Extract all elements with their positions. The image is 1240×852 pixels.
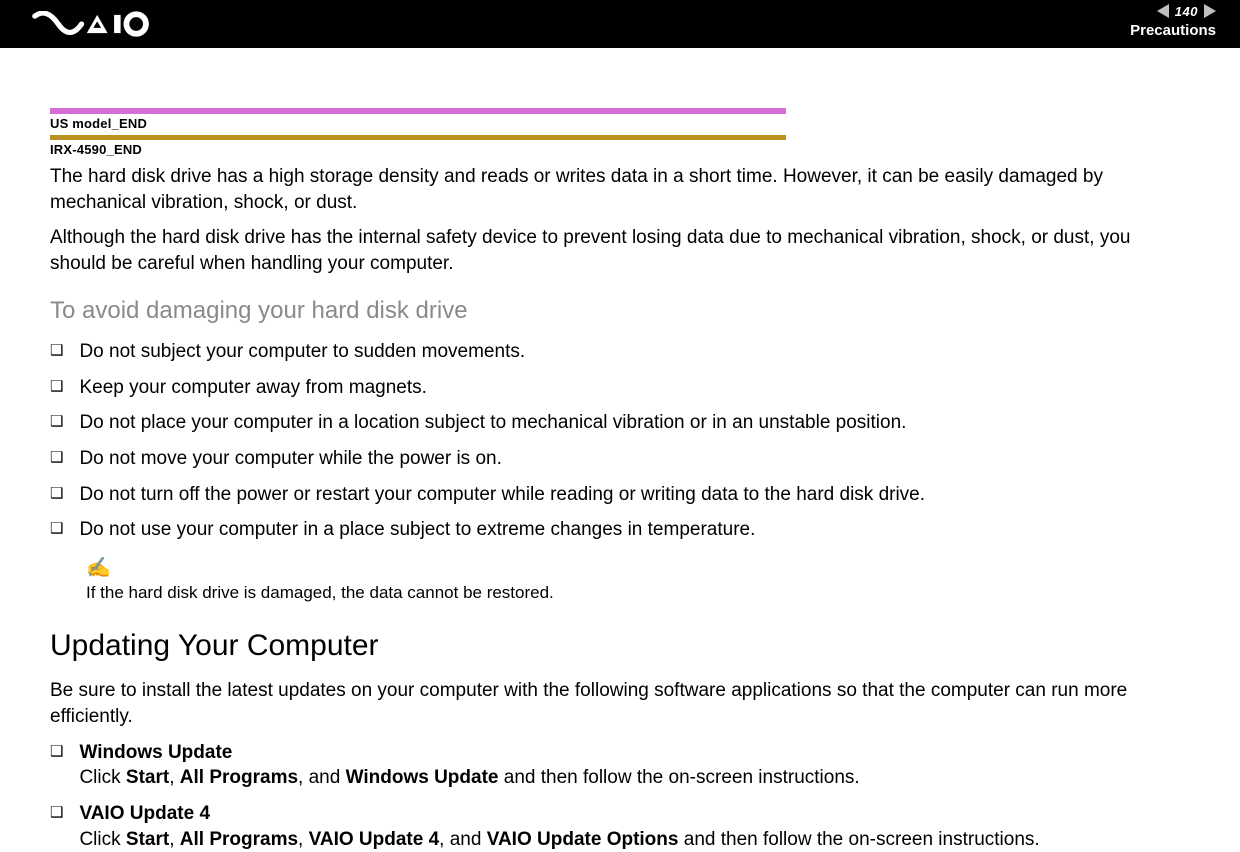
update-item-title: Windows Update — [79, 742, 232, 763]
list-item-text: Do not turn off the power or restart you… — [79, 482, 1190, 508]
prev-page-icon[interactable] — [1157, 4, 1169, 18]
tag-us-model: US model_END — [50, 115, 1190, 133]
avoid-list: ❑ Do not subject your computer to sudden … — [50, 339, 1190, 543]
bullet-icon: ❑ — [50, 801, 63, 825]
vaio-logo — [20, 6, 190, 42]
page-header: 140 Precautions — [0, 0, 1240, 48]
bullet-icon: ❑ — [50, 740, 63, 764]
update-item-desc: Click Start, All Programs, and Windows U… — [79, 765, 1190, 791]
bullet-icon: ❑ — [50, 446, 63, 470]
pencil-icon: ✍ — [86, 555, 1190, 582]
bullet-icon: ❑ — [50, 410, 63, 434]
list-item-text: Do not subject your computer to sudden m… — [79, 339, 1190, 365]
note: ✍ If the hard disk drive is damaged, the… — [86, 555, 1190, 604]
section-title: Precautions — [1130, 22, 1216, 39]
page-number: 140 — [1175, 4, 1198, 19]
list-item: ❑ Keep your computer away from magnets. — [50, 375, 1190, 401]
bullet-icon: ❑ — [50, 482, 63, 506]
list-item: ❑ Do not move your computer while the pow… — [50, 446, 1190, 472]
tag-irx: IRX-4590_END — [50, 141, 1190, 159]
update-intro: Be sure to install the latest updates on… — [50, 678, 1190, 729]
page-nav: 140 — [1130, 2, 1216, 20]
bullet-icon: ❑ — [50, 339, 63, 363]
list-item: ❑ Do not subject your computer to sudden … — [50, 339, 1190, 365]
list-item-text: Do not place your computer in a location… — [79, 410, 1190, 436]
list-item: ❑ Windows Update Click Start, All Progra… — [50, 740, 1190, 791]
list-item-text: Do not use your computer in a place subj… — [79, 517, 1190, 543]
intro-paragraph-2: Although the hard disk drive has the int… — [50, 225, 1190, 276]
list-item: ❑ Do not turn off the power or restart yo… — [50, 482, 1190, 508]
header-nav: 140 Precautions — [1130, 2, 1216, 39]
intro-paragraph-1: The hard disk drive has a high storage d… — [50, 164, 1190, 215]
update-item-desc: Click Start, All Programs, VAIO Update 4… — [79, 827, 1190, 852]
list-item-text: Keep your computer away from magnets. — [79, 375, 1190, 401]
list-item-text: Do not move your computer while the powe… — [79, 446, 1190, 472]
update-list: ❑ Windows Update Click Start, All Progra… — [50, 740, 1190, 852]
page-content: US model_END IRX-4590_END The hard disk … — [0, 48, 1240, 852]
bullet-icon: ❑ — [50, 517, 63, 541]
list-item: ❑ Do not use your computer in a place sub… — [50, 517, 1190, 543]
next-page-icon[interactable] — [1204, 4, 1216, 18]
divider-olive — [50, 135, 786, 140]
list-item: ❑ VAIO Update 4 Click Start, All Program… — [50, 801, 1190, 852]
bullet-icon: ❑ — [50, 375, 63, 399]
divider-magenta — [50, 108, 786, 114]
list-item: ❑ Do not place your computer in a locatio… — [50, 410, 1190, 436]
avoid-heading: To avoid damaging your hard disk drive — [50, 295, 1190, 327]
update-heading: Updating Your Computer — [50, 626, 1190, 667]
note-text: If the hard disk drive is damaged, the d… — [86, 582, 1190, 604]
